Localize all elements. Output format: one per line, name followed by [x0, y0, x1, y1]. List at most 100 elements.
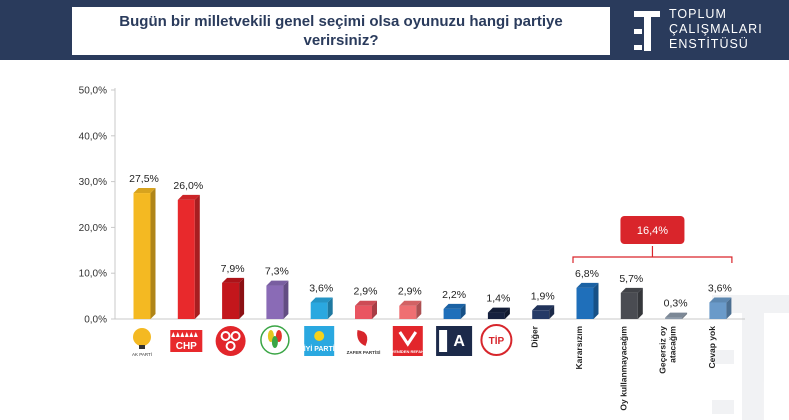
- iyi-logo-text: İYİ PARTİ: [304, 345, 335, 353]
- bar-front: [665, 317, 683, 319]
- bar-a-parti: 2,2%: [442, 289, 466, 319]
- institute-name-line-1: TOPLUM: [669, 7, 727, 21]
- bar-top: [709, 297, 732, 303]
- header-bar: Bugün bir milletvekili genel seçimi olsa…: [0, 0, 789, 60]
- bar-top: [532, 305, 555, 311]
- bar-value-label: 7,9%: [221, 263, 245, 275]
- tip-logo-icon: TİP: [480, 324, 513, 356]
- bar-oy-kullanmayaca-m: 5,7%: [619, 273, 643, 319]
- chp-logo-text: CHP: [176, 341, 197, 352]
- akp-logo-text: AK PARTİ: [132, 351, 152, 357]
- bar-front: [266, 285, 284, 319]
- bar-value-label: 27,5%: [129, 173, 159, 185]
- category-label: Kararsızım: [574, 326, 584, 370]
- bar-side: [549, 305, 555, 319]
- bracket-line: [572, 256, 733, 263]
- bar-top: [177, 194, 200, 200]
- bar-side: [593, 282, 599, 319]
- refah-mark: [398, 331, 418, 347]
- bar-value-label: 5,7%: [619, 273, 643, 285]
- survey-question: Bugün bir milletvekili genel seçimi olsa…: [119, 13, 563, 49]
- y-tick-label: 0,0%: [84, 315, 107, 326]
- bar-side: [194, 194, 200, 319]
- bar-side: [682, 312, 688, 319]
- bar-cevap-yok: 3,6%: [708, 283, 732, 319]
- bar-front: [443, 308, 461, 319]
- bar-top: [310, 297, 333, 303]
- bar-front: [310, 302, 328, 319]
- institute-logo-mark-icon: [634, 11, 660, 51]
- iyi-sun: [314, 331, 325, 341]
- bar-front: [355, 305, 372, 319]
- bar-value-label: 2,2%: [442, 289, 466, 301]
- chp-arrow: [184, 332, 189, 337]
- question-box: Bugün bir milletvekili genel seçimi olsa…: [72, 7, 610, 55]
- chart-bars: 27,5% 26,0% 7,9% 7,3% 3,6% 2,9% 2,9% 2,2% 1,4% 1,…: [129, 173, 732, 319]
- bracket-total-label: 16,4%: [637, 225, 668, 237]
- bar-top: [222, 277, 245, 283]
- refah-logo-text: YENİDEN REFAH: [392, 349, 425, 354]
- bar-value-label: 26,0%: [173, 180, 203, 192]
- bar-value-label: 3,6%: [708, 283, 732, 295]
- bar-front: [177, 199, 195, 319]
- bar-front: [620, 292, 638, 319]
- mhp-crescent: [225, 341, 236, 351]
- a-parti-logo-icon: A: [436, 326, 473, 356]
- a-parti-logo-letter: A: [453, 333, 465, 350]
- refah-logo-bg: [392, 326, 423, 356]
- institute-name: TOPLUM ÇALIŞMALARI ENSTİTÜSÜ: [669, 7, 763, 52]
- bar-top: [355, 300, 377, 306]
- bar-top: [399, 300, 422, 306]
- bar-front: [487, 312, 505, 319]
- akp-lamp-shape: [133, 328, 151, 346]
- bar-value-label: 1,4%: [486, 293, 510, 305]
- bar-ysp: 7,3%: [265, 266, 289, 319]
- a-parti-key: [439, 330, 448, 352]
- bar-ge-ersiz-oy-ataca-m: 0,3%: [664, 298, 688, 319]
- bar-karars-z-m: 6,8%: [575, 268, 599, 319]
- y-tick-label: 50,0%: [79, 86, 107, 97]
- y-tick-label: 30,0%: [79, 177, 107, 188]
- bar-front: [532, 310, 550, 319]
- akp-logo-icon: AK PARTİ: [132, 328, 152, 357]
- chp-arrow: [193, 332, 198, 337]
- bar-i-yi-parti: 3,6%: [309, 283, 333, 319]
- bar-mhp: 7,9%: [221, 263, 245, 319]
- chp-arrow: [171, 332, 176, 337]
- chp-arrow: [180, 332, 185, 337]
- party-logos: AK PARTİ CHP İYİ PARTİ ZAFER PARTİSİ YENİDEN…: [132, 324, 717, 411]
- bar-top: [620, 287, 643, 293]
- chp-arrow: [175, 332, 180, 337]
- bar-front: [399, 305, 417, 319]
- ysp-leaf: [271, 336, 278, 348]
- iyi-logo-icon: İYİ PARTİ: [304, 326, 335, 356]
- ysp-logo-ring: [260, 325, 290, 355]
- mhp-logo-icon: [215, 326, 246, 356]
- bar-top: [266, 280, 289, 286]
- bar-zafer-parti-si: 2,9%: [354, 286, 378, 319]
- ysp-logo-icon: [260, 325, 290, 355]
- bar-chp: 26,0%: [173, 180, 203, 319]
- bar-front: [133, 193, 151, 319]
- bar-front: [709, 302, 727, 319]
- bar-side: [416, 300, 422, 319]
- bar-side: [726, 297, 732, 319]
- institute-logo: TOPLUM ÇALIŞMALARI ENSTİTÜSÜ: [632, 7, 782, 55]
- category-label: Diğer: [530, 325, 540, 347]
- bar-value-label: 2,9%: [354, 286, 378, 298]
- bar-top: [443, 303, 466, 309]
- zafer-logo-icon: ZAFER PARTİSİ: [347, 330, 380, 355]
- institute-name-line-3: ENSTİTÜSÜ: [669, 37, 749, 51]
- bar-top: [487, 307, 510, 313]
- bar-side: [460, 303, 466, 319]
- chp-logo-icon: CHP: [170, 330, 203, 352]
- bar-ti-p: 1,4%: [486, 293, 510, 319]
- bar-top: [576, 282, 599, 288]
- bar-side: [504, 307, 510, 319]
- bar-value-label: 1,9%: [531, 290, 555, 302]
- bar-front: [222, 282, 240, 319]
- bar-side: [637, 287, 643, 319]
- chart-axes: 0,0% 10,0% 20,0% 30,0% 40,0% 50,0%: [79, 86, 745, 326]
- bar-top: [665, 312, 688, 318]
- tip-logo-ring: [480, 324, 513, 356]
